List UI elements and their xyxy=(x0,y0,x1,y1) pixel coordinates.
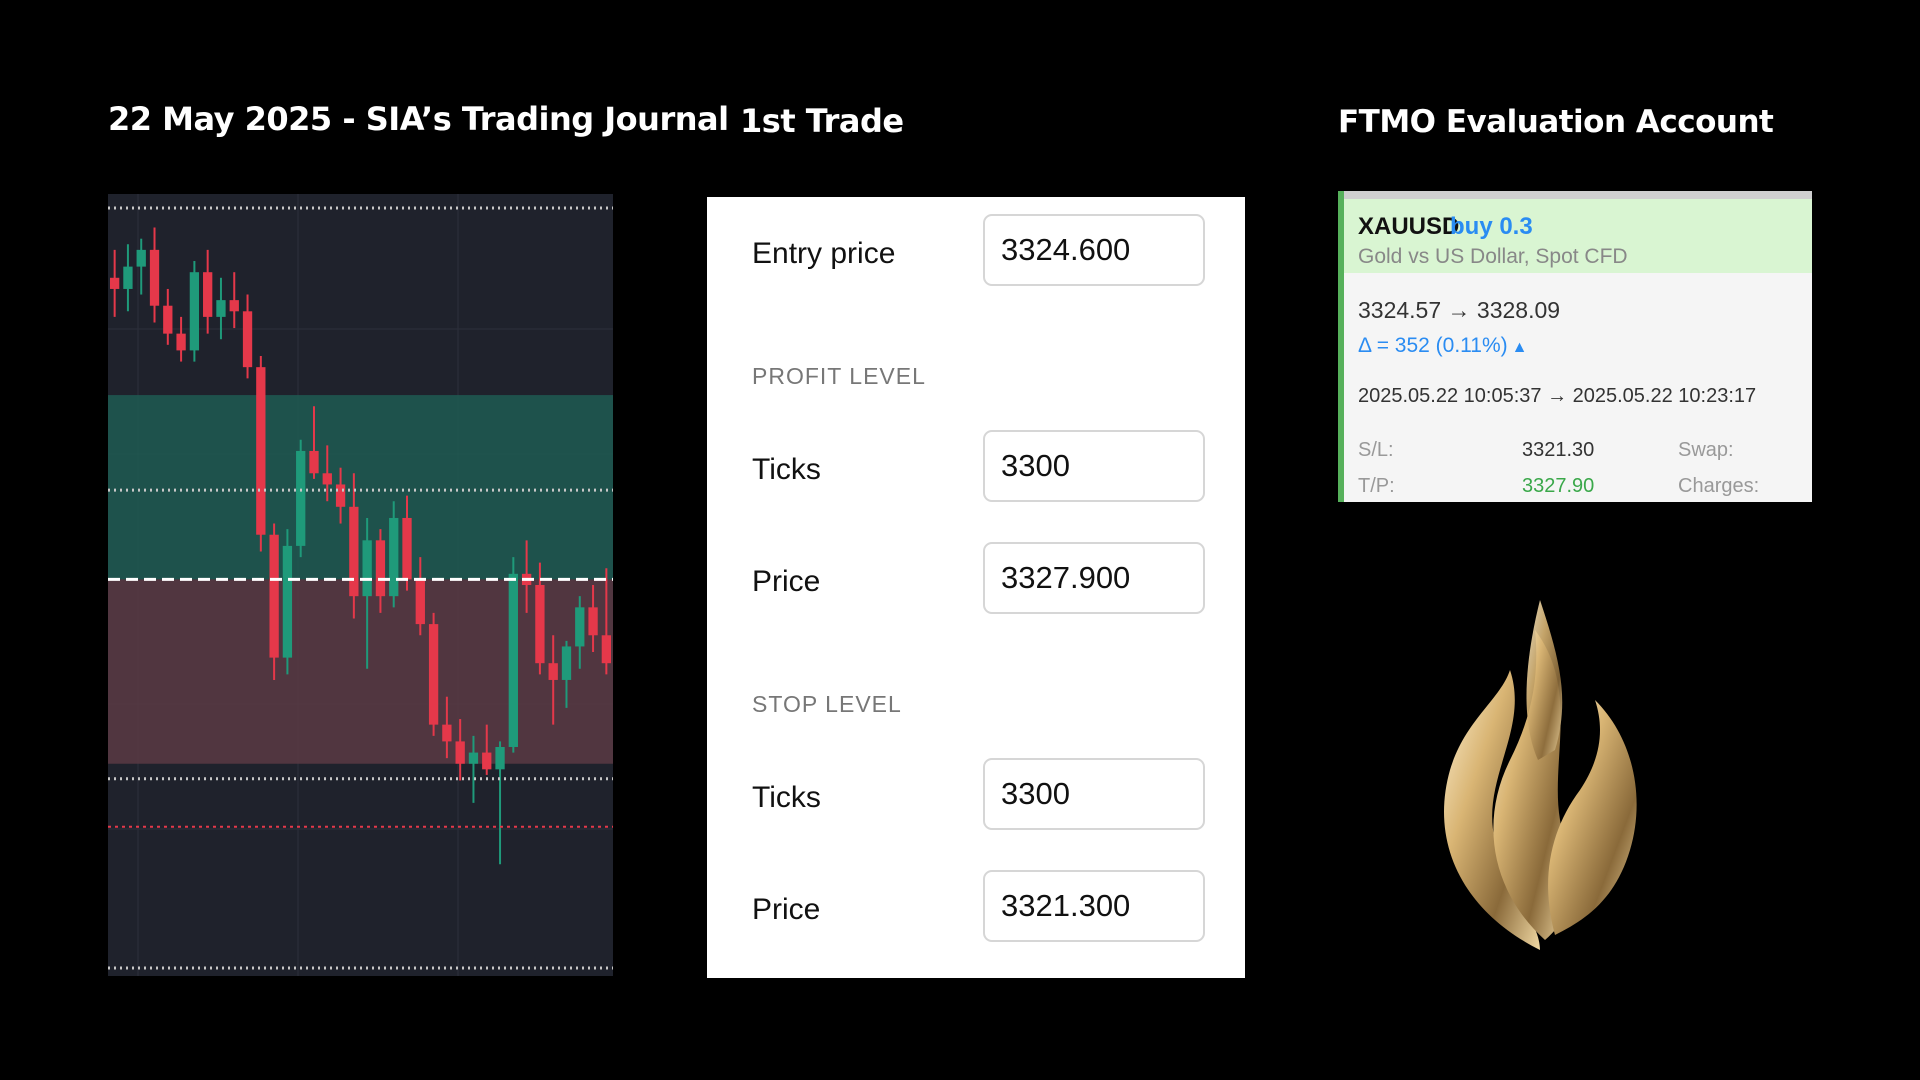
flame-logo-top xyxy=(1526,600,1563,760)
profit-price-input[interactable] xyxy=(983,542,1205,614)
tp-label: T/P: xyxy=(1358,475,1395,497)
candle-body-33 xyxy=(548,663,558,680)
entry-price-input[interactable] xyxy=(983,214,1205,286)
candle-body-29 xyxy=(495,746,505,770)
loss-zone xyxy=(108,579,613,764)
candle-body-18 xyxy=(349,506,359,597)
tp-value: 3327.90 xyxy=(1522,475,1595,497)
candle-body-2 xyxy=(136,249,146,267)
candle-body-5 xyxy=(176,333,186,351)
instrument-description: Gold vs US Dollar, Spot CFD xyxy=(1358,245,1628,268)
stop-ticks-label: Ticks xyxy=(752,781,821,814)
candle-body-7 xyxy=(203,272,213,317)
caret-up-icon: ▲ xyxy=(1511,339,1528,356)
candle-body-13 xyxy=(282,545,293,658)
candle-body-4 xyxy=(163,305,173,334)
candle-body-17 xyxy=(335,484,346,507)
candle-body-37 xyxy=(601,635,612,664)
candle-body-9 xyxy=(229,300,239,312)
candle-body-10 xyxy=(242,311,253,368)
entry-price-label: Entry price xyxy=(752,237,896,270)
stop-price-input[interactable] xyxy=(983,870,1205,942)
candle-body-16 xyxy=(322,473,332,485)
trade-details-card[interactable]: XAUUSD buy 0.3 Gold vs US Dollar, Spot C… xyxy=(1338,191,1812,502)
candle-body-26 xyxy=(455,741,465,764)
candle-body-1 xyxy=(123,266,133,289)
page-title: 22 May 2025 - SIA’s Trading Journal xyxy=(108,100,729,138)
candle-body-0 xyxy=(109,277,120,289)
price-move: 3324.57 → 3328.09 xyxy=(1358,297,1561,323)
trade-time-range: 2025.05.22 10:05:37 → 2025.05.22 10:23:1… xyxy=(1358,385,1757,407)
candle-body-15 xyxy=(309,450,319,474)
candle-body-28 xyxy=(482,752,492,770)
candle-body-14 xyxy=(296,450,306,546)
candle-body-34 xyxy=(561,646,572,680)
profit-level-label: PROFIT LEVEL xyxy=(752,363,926,389)
candle-body-32 xyxy=(535,585,545,664)
candle-body-35 xyxy=(575,607,585,647)
candle-body-19 xyxy=(362,540,372,597)
stop-ticks-input[interactable] xyxy=(983,758,1205,830)
profit-zone xyxy=(108,395,613,580)
profit-ticks-input[interactable] xyxy=(983,430,1205,502)
stop-level-label: STOP LEVEL xyxy=(752,691,902,717)
profit-price-label: Price xyxy=(752,565,821,598)
sl-value: 3321.30 xyxy=(1522,439,1595,461)
price-delta-text: Δ = 352 (0.11%) xyxy=(1358,334,1508,357)
candle-body-30 xyxy=(508,573,518,747)
account-type-title: FTMO Evaluation Account xyxy=(1338,104,1774,140)
candle-body-25 xyxy=(442,724,452,742)
candle-body-6 xyxy=(189,272,200,351)
candlestick-chart xyxy=(108,194,613,976)
candle-body-27 xyxy=(468,752,479,764)
price-chart[interactable] xyxy=(108,194,613,976)
candle-body-8 xyxy=(216,300,226,317)
candle-body-20 xyxy=(375,540,386,597)
trade-card-header: XAUUSD buy 0.3 Gold vs US Dollar, Spot C… xyxy=(1344,199,1812,273)
flame-logo xyxy=(1444,600,1637,950)
card-top-strip xyxy=(1344,191,1812,199)
candle-body-36 xyxy=(588,607,598,636)
candle-body-3 xyxy=(149,249,160,306)
sl-label: S/L: xyxy=(1358,439,1394,461)
trade-symbol: XAUUSD xyxy=(1358,213,1460,240)
trade-number-label: 1st Trade xyxy=(740,102,904,140)
profit-ticks-label: Ticks xyxy=(752,453,821,486)
candle-body-24 xyxy=(428,624,439,725)
order-form: Entry price PROFIT LEVEL Ticks Price STO… xyxy=(707,197,1245,978)
flame-logo-outer xyxy=(1444,670,1540,950)
price-delta: Δ = 352 (0.11%) ▲ xyxy=(1358,334,1528,358)
candle-body-11 xyxy=(256,367,266,535)
trade-side: buy 0.3 xyxy=(1450,213,1533,240)
candle-body-22 xyxy=(402,517,412,580)
candle-body-12 xyxy=(269,534,279,658)
flame-logo-inner xyxy=(1548,700,1637,935)
charges-label: Charges: xyxy=(1678,475,1760,497)
candle-body-23 xyxy=(415,579,425,625)
stop-price-label: Price xyxy=(752,893,821,926)
candle-body-21 xyxy=(389,517,399,597)
swap-label: Swap: xyxy=(1678,439,1734,461)
